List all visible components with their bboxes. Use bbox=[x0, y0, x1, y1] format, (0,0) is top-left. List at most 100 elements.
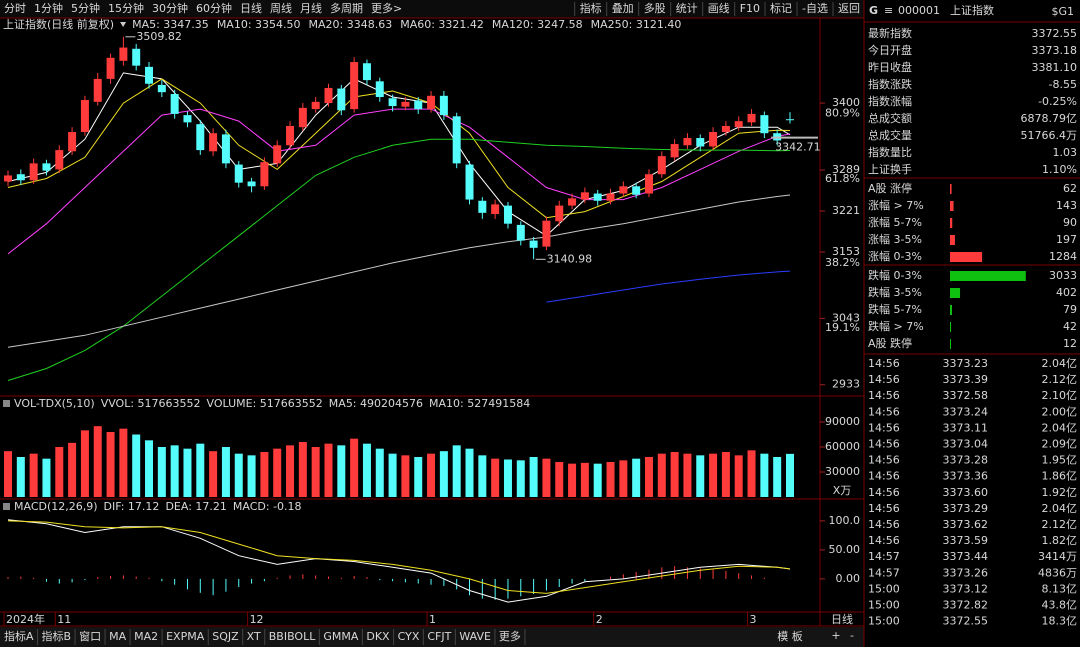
tab[interactable]: 统计 bbox=[676, 2, 698, 15]
tick-volume: 2.04亿 bbox=[1042, 421, 1078, 434]
breadth-label: 跌幅 0-3% bbox=[868, 268, 922, 282]
candle-body bbox=[106, 57, 115, 79]
volume-bar bbox=[747, 450, 756, 497]
candle-body bbox=[157, 84, 166, 93]
volume-bar bbox=[696, 455, 705, 497]
indicator-tab[interactable]: MA bbox=[109, 630, 126, 643]
tab[interactable]: 分时 bbox=[4, 2, 26, 15]
volume-bar bbox=[657, 453, 666, 497]
candle-body bbox=[606, 193, 615, 201]
candle-body bbox=[491, 204, 500, 215]
tab[interactable]: 月线 bbox=[300, 1, 322, 15]
tick-price: 3373.23 bbox=[943, 357, 989, 370]
tab[interactable]: 画线 bbox=[708, 1, 730, 15]
tick-volume: 1.82亿 bbox=[1042, 534, 1078, 547]
tab[interactable]: 多股 bbox=[644, 1, 666, 15]
indicator-tab[interactable]: SQJZ bbox=[212, 630, 239, 643]
tab[interactable]: 30分钟 bbox=[152, 1, 188, 15]
quote-label: 上证换手 bbox=[868, 162, 912, 176]
candle-body bbox=[337, 88, 346, 111]
tab[interactable]: 指标 bbox=[580, 1, 602, 15]
tick-time: 14:56 bbox=[868, 373, 900, 386]
candle-body bbox=[542, 220, 551, 247]
tab[interactable]: 5分钟 bbox=[71, 1, 100, 15]
panel-marker bbox=[3, 503, 10, 510]
tab[interactable]: 叠加 bbox=[612, 2, 634, 15]
quote-value: 6878.79亿 bbox=[1021, 112, 1078, 125]
x-tick-label: 12 bbox=[250, 613, 264, 626]
indicator-tab[interactable]: XT bbox=[247, 630, 261, 643]
indicator-tab[interactable]: BBIBOLL bbox=[269, 630, 316, 643]
zoom-button[interactable]: + bbox=[831, 629, 840, 642]
tab[interactable]: 周线 bbox=[270, 1, 292, 15]
candle-body bbox=[4, 175, 12, 182]
breadth-label: A股 跌停 bbox=[868, 336, 912, 350]
tab[interactable]: -自选 bbox=[802, 2, 828, 15]
tab[interactable]: 日线 bbox=[240, 1, 262, 15]
volume-bar bbox=[503, 459, 512, 497]
volume-bar bbox=[55, 447, 64, 497]
volume-bar bbox=[273, 448, 282, 497]
indicator-tab[interactable]: 窗口 bbox=[79, 629, 101, 643]
candle-body bbox=[619, 186, 628, 194]
candle-body bbox=[247, 181, 256, 187]
y-tick-label: 3043 bbox=[832, 311, 860, 324]
tab[interactable]: 返回 bbox=[838, 2, 860, 15]
tab[interactable]: 更多> bbox=[371, 1, 402, 15]
y-tick-label: 60000 bbox=[825, 440, 860, 453]
indicator-tab[interactable]: GMMA bbox=[323, 630, 359, 643]
tick-volume: 2.04亿 bbox=[1042, 357, 1078, 370]
quote-label: 今日开盘 bbox=[868, 43, 912, 57]
indicator-tab[interactable]: 更多 bbox=[499, 629, 521, 643]
candle-body bbox=[529, 240, 538, 248]
volume-bar bbox=[170, 445, 179, 497]
candle-body bbox=[260, 162, 269, 187]
candle-body bbox=[16, 174, 25, 181]
zoom-button[interactable]: - bbox=[850, 629, 854, 642]
breadth-bar bbox=[950, 305, 952, 315]
tab[interactable]: F10 bbox=[740, 2, 760, 15]
tick-time: 14:56 bbox=[868, 470, 900, 483]
candle-body bbox=[580, 192, 589, 200]
quote-label: 指数量比 bbox=[868, 145, 912, 159]
candle-body bbox=[632, 186, 641, 195]
tab[interactable]: 标记 bbox=[770, 1, 792, 15]
tab[interactable]: 多周期 bbox=[330, 1, 363, 15]
volume-bar bbox=[709, 453, 718, 497]
legend-entry: DIF: 17.12 bbox=[104, 500, 160, 513]
breadth-label: 跌幅 5-7% bbox=[868, 302, 922, 316]
candle-body bbox=[42, 163, 51, 171]
candle-body bbox=[734, 121, 743, 128]
ma-line bbox=[7, 138, 791, 381]
period-button[interactable]: 日线 bbox=[831, 612, 853, 626]
breadth-value: 143 bbox=[1056, 199, 1077, 212]
quote-value: 51766.4万 bbox=[1021, 129, 1078, 142]
tab[interactable]: 1分钟 bbox=[34, 1, 63, 15]
volume-bar bbox=[414, 457, 423, 497]
volume-bar bbox=[209, 451, 218, 497]
indicator-tab[interactable]: MA2 bbox=[134, 630, 158, 643]
candle-body bbox=[670, 144, 679, 158]
indicator-tab[interactable]: WAVE bbox=[459, 630, 491, 643]
breadth-label: 涨幅 3-5% bbox=[868, 233, 922, 246]
candle-body bbox=[324, 87, 333, 104]
template-button[interactable]: 模 板 bbox=[777, 629, 803, 643]
menu-icon[interactable]: ≡ bbox=[884, 4, 893, 17]
candle-body bbox=[286, 125, 295, 146]
indicator-tab[interactable]: 指标A bbox=[4, 629, 34, 643]
breadth-value: 42 bbox=[1063, 320, 1077, 333]
macd-line bbox=[7, 519, 791, 603]
x-tick-label: 2 bbox=[596, 613, 603, 626]
quote-label: 指数涨跌 bbox=[868, 77, 912, 91]
candle-body bbox=[93, 78, 102, 102]
indicator-tab[interactable]: 指标B bbox=[42, 629, 72, 643]
volume-bar bbox=[465, 448, 474, 497]
indicator-tab[interactable]: CYX bbox=[398, 630, 420, 643]
tab[interactable]: 15分钟 bbox=[108, 1, 144, 15]
indicator-tab[interactable]: CFJT bbox=[427, 630, 451, 643]
panel-marker bbox=[3, 400, 10, 407]
tick-time: 14:56 bbox=[868, 421, 900, 434]
indicator-tab[interactable]: EXPMA bbox=[166, 630, 205, 643]
indicator-tab[interactable]: DKX bbox=[366, 630, 390, 643]
tab[interactable]: 60分钟 bbox=[196, 1, 232, 15]
